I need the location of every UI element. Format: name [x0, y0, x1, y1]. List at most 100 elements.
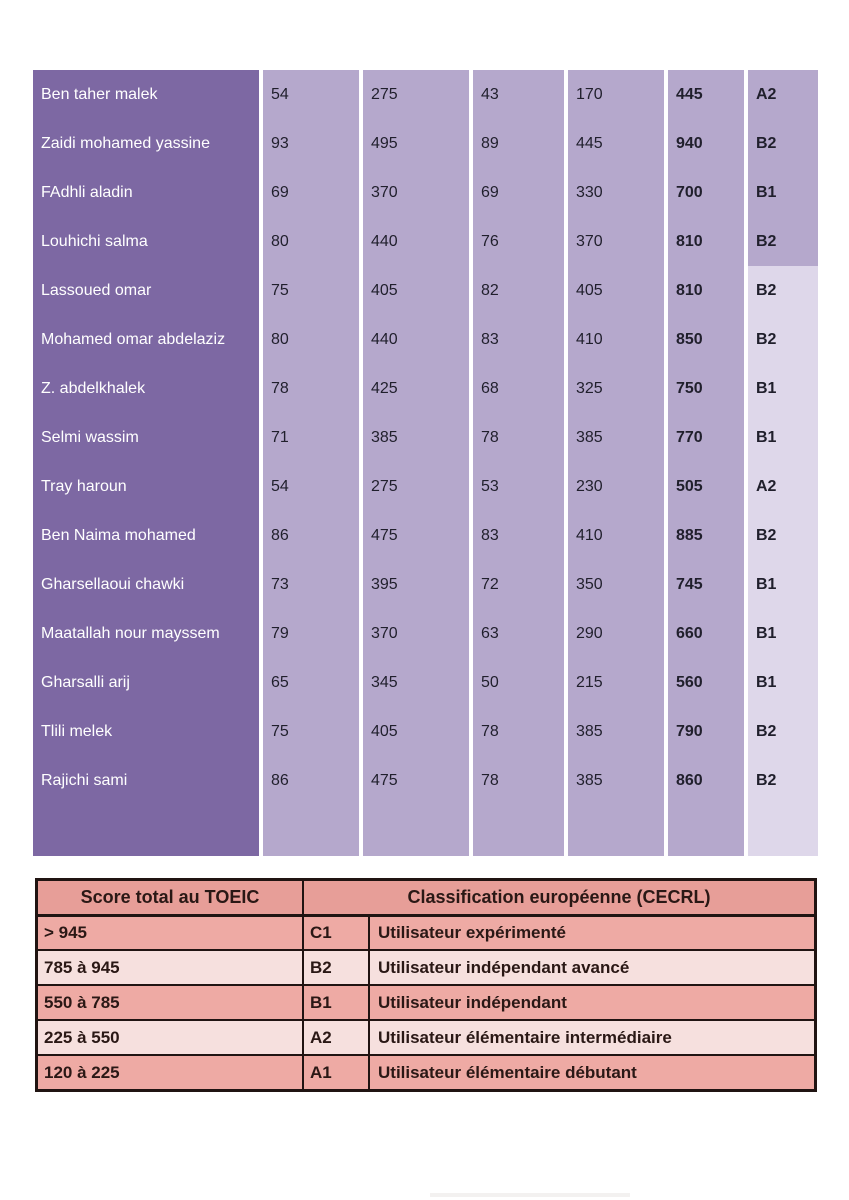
score-pct-2-cell: 78 [473, 707, 564, 756]
classification-row: 120 à 225 A1 Utilisateur élémentaire déb… [38, 1054, 814, 1089]
student-name-cell: Ben Naima mohamed [33, 511, 259, 560]
score-pct-1-cell: 80 [263, 217, 359, 266]
score-pct-1-cell: 93 [263, 119, 359, 168]
student-name-cell: Gharsellaoui chawki [33, 560, 259, 609]
score-pct-2-cell: 72 [473, 560, 564, 609]
score-pct-1-cell: 75 [263, 266, 359, 315]
total-score-cell: 940 [668, 119, 744, 168]
score-range-cell: > 945 [38, 917, 302, 949]
score-pts-2-cell: 410 [568, 315, 664, 364]
score-header-cell: Score total au TOEIC [38, 881, 302, 914]
filler-cell [363, 805, 469, 856]
score-pct-2-cell: 50 [473, 658, 564, 707]
score-pct-2-cell: 76 [473, 217, 564, 266]
score-pts-1-cell: 440 [363, 315, 469, 364]
filler-cell [473, 805, 564, 856]
score-pts-1-cell: 425 [363, 364, 469, 413]
bleed-through-artifact [430, 1193, 630, 1197]
score-pts-1-cell: 495 [363, 119, 469, 168]
total-score-cell: 770 [668, 413, 744, 462]
score-pct-1-cell: 71 [263, 413, 359, 462]
level-label-cell: Utilisateur indépendant avancé [368, 951, 814, 984]
score-pts-1-cell: 370 [363, 168, 469, 217]
score-pts-2-cell: 410 [568, 511, 664, 560]
score-pct-2-cell: 83 [473, 315, 564, 364]
classification-header-cell: Classification européenne (CECRL) [302, 881, 814, 914]
student-name-cell: Rajichi sami [33, 756, 259, 805]
score-pts-2-cell: 405 [568, 266, 664, 315]
score-pts-1-cell: 385 [363, 413, 469, 462]
score-pts-2-cell: 215 [568, 658, 664, 707]
score-range-cell: 785 à 945 [38, 951, 302, 984]
cecrl-level-cell: B1 [748, 168, 818, 217]
score-pct-2-cell: 83 [473, 511, 564, 560]
classification-row: 785 à 945 B2 Utilisateur indépendant ava… [38, 949, 814, 984]
student-name-cell: Tlili melek [33, 707, 259, 756]
level-code-cell: A1 [302, 1056, 368, 1089]
score-pts-1-cell: 440 [363, 217, 469, 266]
score-range-cell: 550 à 785 [38, 986, 302, 1019]
classification-row: > 945 C1 Utilisateur expérimenté [38, 914, 814, 949]
score-pts-2-cell: 350 [568, 560, 664, 609]
score-pts-2-cell: 370 [568, 217, 664, 266]
student-name-cell: Ben taher malek [33, 70, 259, 119]
score-pts-2-cell: 325 [568, 364, 664, 413]
score-pct-1-cell: 86 [263, 511, 359, 560]
level-code-cell: B1 [302, 986, 368, 1019]
score-pts-1-cell: 475 [363, 511, 469, 560]
level-label-cell: Utilisateur élémentaire débutant [368, 1056, 814, 1089]
score-pts-2-cell: 230 [568, 462, 664, 511]
total-score-cell: 885 [668, 511, 744, 560]
classification-header-row: Score total au TOEIC Classification euro… [38, 881, 814, 914]
student-name-cell: Maatallah nour mayssem [33, 609, 259, 658]
score-pct-1-cell: 54 [263, 70, 359, 119]
total-score-cell: 790 [668, 707, 744, 756]
cecrl-classification-table: Score total au TOEIC Classification euro… [35, 878, 817, 1092]
student-name-cell: Selmi wassim [33, 413, 259, 462]
student-name-cell: FAdhli aladin [33, 168, 259, 217]
total-score-cell: 445 [668, 70, 744, 119]
score-pts-2-cell: 445 [568, 119, 664, 168]
score-pct-1-cell: 65 [263, 658, 359, 707]
classification-row: 550 à 785 B1 Utilisateur indépendant [38, 984, 814, 1019]
total-score-cell: 850 [668, 315, 744, 364]
score-pct-1-cell: 54 [263, 462, 359, 511]
filler-cell [263, 805, 359, 856]
students-scores-table: Ben taher malek 54 275 43 170 445 A2 Zai… [33, 70, 818, 856]
score-pts-2-cell: 170 [568, 70, 664, 119]
score-pts-1-cell: 475 [363, 756, 469, 805]
filler-cell [748, 805, 818, 856]
total-score-cell: 560 [668, 658, 744, 707]
score-pct-2-cell: 82 [473, 266, 564, 315]
score-pct-1-cell: 73 [263, 560, 359, 609]
cecrl-level-cell: B1 [748, 413, 818, 462]
score-pct-2-cell: 43 [473, 70, 564, 119]
cecrl-level-cell: B2 [748, 266, 818, 315]
score-pct-1-cell: 80 [263, 315, 359, 364]
cecrl-level-cell: B1 [748, 658, 818, 707]
score-pts-1-cell: 275 [363, 70, 469, 119]
cecrl-level-cell: B1 [748, 560, 818, 609]
score-pct-1-cell: 75 [263, 707, 359, 756]
total-score-cell: 505 [668, 462, 744, 511]
cecrl-level-cell: A2 [748, 70, 818, 119]
filler-cell [33, 805, 259, 856]
score-pct-2-cell: 89 [473, 119, 564, 168]
score-range-cell: 120 à 225 [38, 1056, 302, 1089]
score-pts-2-cell: 385 [568, 756, 664, 805]
level-label-cell: Utilisateur expérimenté [368, 917, 814, 949]
score-pct-2-cell: 78 [473, 756, 564, 805]
level-code-cell: B2 [302, 951, 368, 984]
level-code-cell: A2 [302, 1021, 368, 1054]
cecrl-level-cell: B1 [748, 609, 818, 658]
cecrl-level-cell: B1 [748, 364, 818, 413]
student-name-cell: Louhichi salma [33, 217, 259, 266]
score-pct-2-cell: 78 [473, 413, 564, 462]
cecrl-level-cell: B2 [748, 217, 818, 266]
total-score-cell: 745 [668, 560, 744, 609]
level-label-cell: Utilisateur élémentaire intermédiaire [368, 1021, 814, 1054]
total-score-cell: 660 [668, 609, 744, 658]
total-score-cell: 700 [668, 168, 744, 217]
score-pts-1-cell: 405 [363, 707, 469, 756]
